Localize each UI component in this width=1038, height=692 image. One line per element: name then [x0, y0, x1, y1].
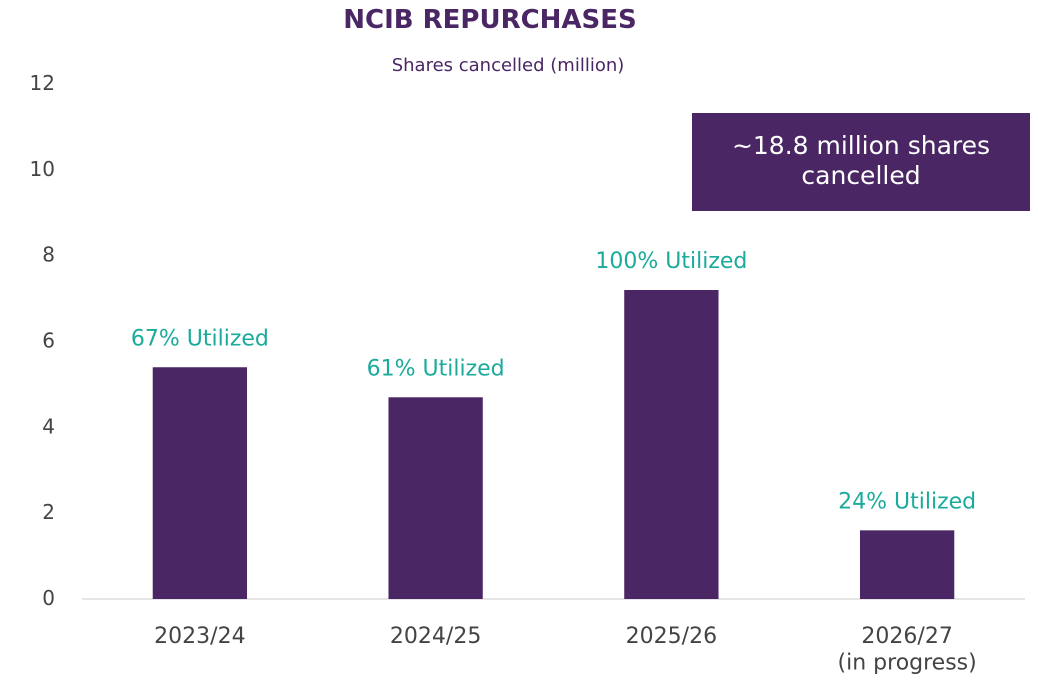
bar-annotation: 61% Utilized	[367, 356, 505, 381]
bar	[388, 397, 483, 599]
bar	[624, 290, 719, 599]
y-tick-label: 8	[42, 242, 55, 266]
bar	[859, 530, 955, 599]
callout-text: ~18.8 million shares cancelled	[732, 131, 990, 190]
x-tick-label: 2025/26	[626, 624, 717, 649]
bar-annotation: 24% Utilized	[838, 489, 976, 514]
x-tick-label: 2026/27 (in progress)	[838, 624, 977, 675]
chart-subtitle: Shares cancelled (million)	[392, 55, 625, 76]
chart-title: NCIB REPURCHASES	[343, 5, 637, 35]
x-tick-label: 2023/24	[154, 624, 245, 649]
callout-box	[692, 113, 1030, 211]
y-tick-label: 0	[42, 586, 55, 610]
y-tick-label: 4	[42, 414, 55, 438]
y-tick-label: 10	[30, 156, 55, 180]
y-tick-label: 6	[42, 328, 55, 352]
x-tick-label: 2024/25	[390, 624, 481, 649]
y-tick-label: 12	[30, 71, 55, 95]
bar-annotation: 67% Utilized	[131, 326, 269, 351]
bar	[152, 367, 248, 599]
bar-annotation: 100% Utilized	[595, 249, 747, 274]
y-tick-label: 2	[42, 500, 55, 524]
